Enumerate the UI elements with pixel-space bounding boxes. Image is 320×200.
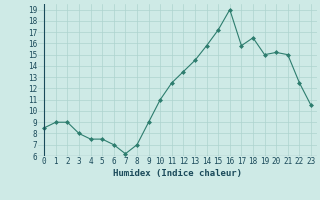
X-axis label: Humidex (Indice chaleur): Humidex (Indice chaleur): [113, 169, 242, 178]
